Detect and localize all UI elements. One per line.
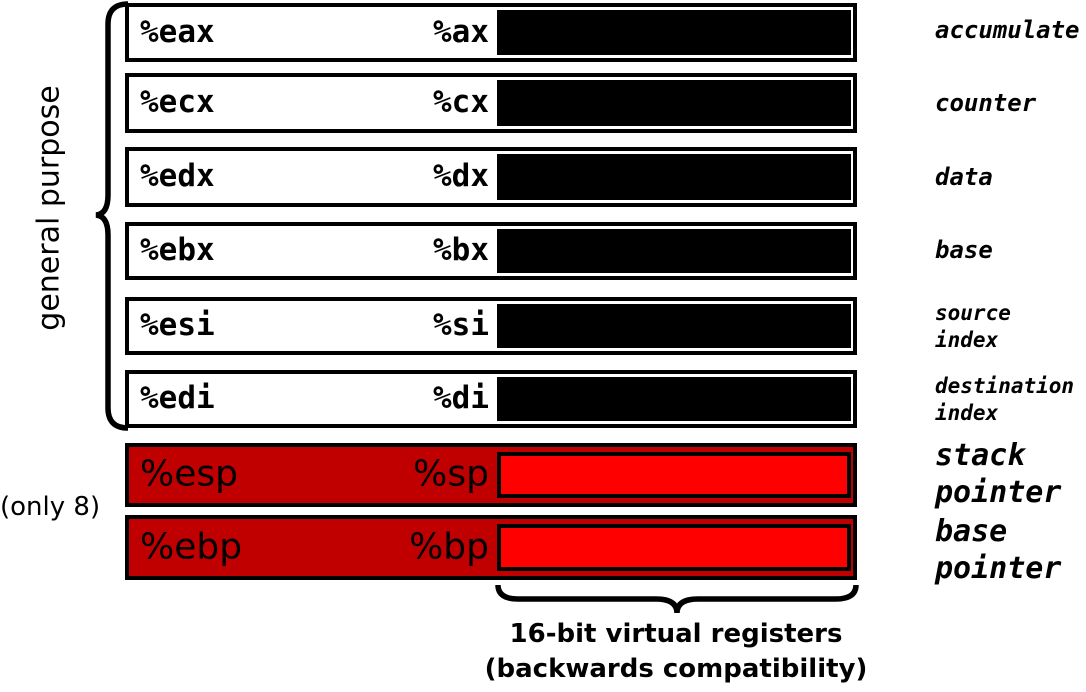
bottom-brace [495,584,859,614]
reg16-label: %sp [413,453,489,495]
reg16-label-wrap: %si [129,306,497,343]
caption-line-2: (backwards compatibility) [484,654,868,684]
register-row-edi: %edi %di [125,370,857,428]
low16-region [497,154,851,200]
reg16-label-wrap: %di [129,379,497,416]
reg16-label: %cx [433,83,489,120]
annotation-line: pointer [935,475,1062,510]
annotation-stack-pointer: stack pointer [935,437,1061,511]
low16-region [497,304,851,348]
register-row-eax: %eax %ax [125,3,857,62]
reg16-label-wrap: %bp [129,525,497,567]
annotation-line: stack [935,438,1026,473]
reg32-label: %esp [140,453,238,495]
reg32-label: %ebp [140,525,243,567]
reg16-label: %dx [433,157,489,194]
low16-region [497,229,851,273]
annotation-base: base [935,236,993,265]
annotation-line: source [935,301,1011,325]
annotation-line: accumulate [935,16,1080,44]
annotation-data: data [935,163,993,192]
annotation-line: pointer [935,551,1062,586]
low16-region [497,452,851,498]
reg32-label: %eax [140,13,215,50]
register-row-ebp: %ebp %bp [125,515,857,580]
low16-region [497,524,851,571]
annotation-accumulate: accumulate [935,16,1080,45]
annotation-line: index [935,401,999,425]
reg16-label-wrap: %cx [129,83,497,120]
annotation-line: base [935,514,1008,549]
register-row-esp: %esp %sp [125,443,857,507]
low16-region [497,10,851,55]
reg16-label-wrap: %ax [129,16,497,47]
annotation-line: counter [935,89,1037,117]
reg16-label-wrap: %sp [129,456,497,492]
reg16-label: %ax [433,13,489,50]
annotation-base-pointer: base pointer [935,513,1061,587]
reg32-label: %edi [140,379,215,416]
reg16-label: %bx [433,231,489,268]
reg32-label: %ebx [140,231,215,268]
annotation-destination-index: destination index [935,373,1074,427]
annotation-line: data [935,163,993,191]
annotation-source-index: source index [935,300,1011,354]
annotation-counter: counter [935,89,1036,118]
reg16-label-wrap: %bx [129,231,497,268]
annotation-line: destination [935,374,1075,398]
low16-region [497,80,851,126]
only-8-label: (only 8) [0,492,101,522]
reg16-label: %di [433,379,489,416]
caption-line-1: 16-bit virtual registers [509,619,843,649]
reg32-label: %edx [140,157,215,194]
bottom-caption: 16-bit virtual registers (backwards comp… [475,617,877,687]
annotation-line: index [935,328,999,352]
register-row-ecx: %ecx %cx [125,73,857,133]
reg32-label: %ecx [140,83,215,120]
register-row-edx: %edx %dx [125,147,857,207]
reg16-label-wrap: %dx [129,157,497,194]
low16-region [497,377,851,421]
reg32-label: %esi [140,306,215,343]
reg16-label: %si [433,306,489,343]
annotation-line: base [935,236,993,264]
general-purpose-label: general purpose [31,85,67,331]
left-brace [95,1,129,431]
reg16-label: %bp [409,525,489,567]
register-row-esi: %esi %si [125,297,857,355]
register-row-ebx: %ebx %bx [125,222,857,280]
